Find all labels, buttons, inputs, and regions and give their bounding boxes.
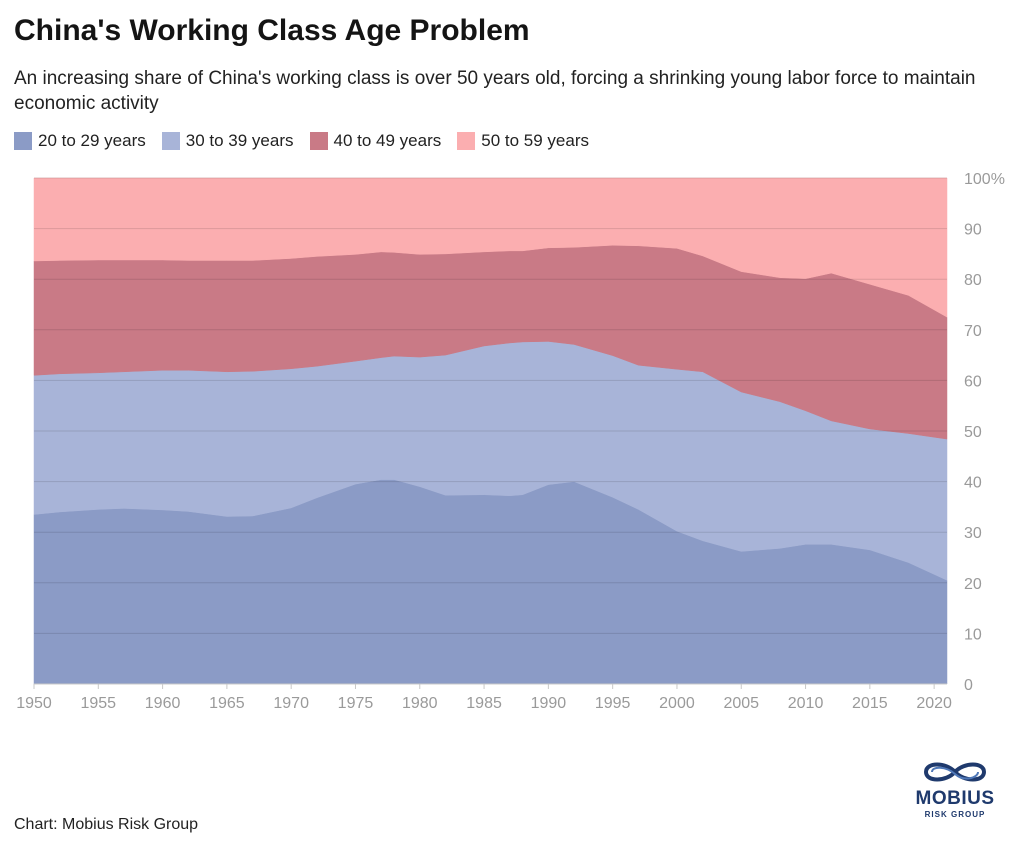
legend-swatch-20-29 xyxy=(14,132,32,150)
y-tick-label: 90 xyxy=(964,222,982,239)
y-tick-label: 100% xyxy=(964,171,1005,188)
chart-source: Chart: Mobius Risk Group xyxy=(14,816,199,833)
logo-tagline: RISK GROUP xyxy=(924,810,986,819)
y-tick-label: 40 xyxy=(964,475,982,492)
x-tick-label: 1965 xyxy=(209,695,245,712)
x-tick-label: 1990 xyxy=(531,695,567,712)
area-series-50-to-59-years xyxy=(33,177,948,318)
x-tick-label: 2005 xyxy=(723,695,759,712)
x-tick-label: 1995 xyxy=(595,695,631,712)
legend-swatch-30-39 xyxy=(161,132,180,150)
y-tick-label: 60 xyxy=(964,373,982,390)
legend-swatch-40-49 xyxy=(309,132,328,150)
legend-item-50-59: 50 to 59 years xyxy=(457,131,589,151)
x-axis-labels: 1950 1955 1960 1965 1970 1975 1980 1985 1990 1995… xyxy=(16,684,952,712)
x-tick-label: 1960 xyxy=(145,695,181,712)
y-tick-label: 80 xyxy=(964,272,982,289)
logo-wordmark: MOBIUS xyxy=(915,788,995,809)
x-tick-label: 1980 xyxy=(402,695,438,712)
legend-label-50-59: 50 to 59 years xyxy=(481,131,589,150)
legend-label-30-39: 30 to 39 years xyxy=(185,131,294,150)
x-tick-label: 1970 xyxy=(273,695,309,712)
y-tick-label: 20 xyxy=(964,576,982,593)
y-tick-label: 0 xyxy=(964,677,973,694)
y-tick-label: 70 xyxy=(964,323,982,340)
legend-label-20-29: 20 to 29 years xyxy=(38,131,146,150)
area-layers xyxy=(33,177,948,685)
legend-swatch-50-59 xyxy=(457,132,476,150)
legend-item-30-39: 30 to 39 years xyxy=(161,131,294,151)
chart-title: China's Working Class Age Problem xyxy=(14,14,530,47)
legend-item-20-29: 20 to 29 years xyxy=(14,131,146,151)
x-tick-label: 2000 xyxy=(659,695,695,712)
legend-item-40-49: 40 to 49 years xyxy=(309,131,442,151)
x-tick-label: 1955 xyxy=(80,695,116,712)
y-tick-label: 10 xyxy=(964,626,982,643)
y-tick-label: 30 xyxy=(964,525,982,542)
mobius-loop-icon xyxy=(923,762,987,782)
x-tick-label: 2010 xyxy=(788,695,824,712)
chart-subtitle: An increasing share of China's working c… xyxy=(14,68,976,114)
y-tick-label: 50 xyxy=(964,424,982,441)
x-tick-label: 1950 xyxy=(16,695,52,712)
x-tick-label: 2020 xyxy=(916,695,952,712)
x-tick-label: 2015 xyxy=(852,695,888,712)
legend-label-40-49: 40 to 49 years xyxy=(333,131,442,150)
mobius-logo: MOBIUS RISK GROUP xyxy=(906,756,1004,820)
legend: 20 to 29 years 30 to 39 years 40 to 49 y… xyxy=(14,131,589,151)
x-tick-label: 1975 xyxy=(338,695,374,712)
x-tick-label: 1985 xyxy=(466,695,502,712)
y-axis-labels: 0 10 20 30 40 50 60 70 80 90 100% xyxy=(964,171,1005,694)
